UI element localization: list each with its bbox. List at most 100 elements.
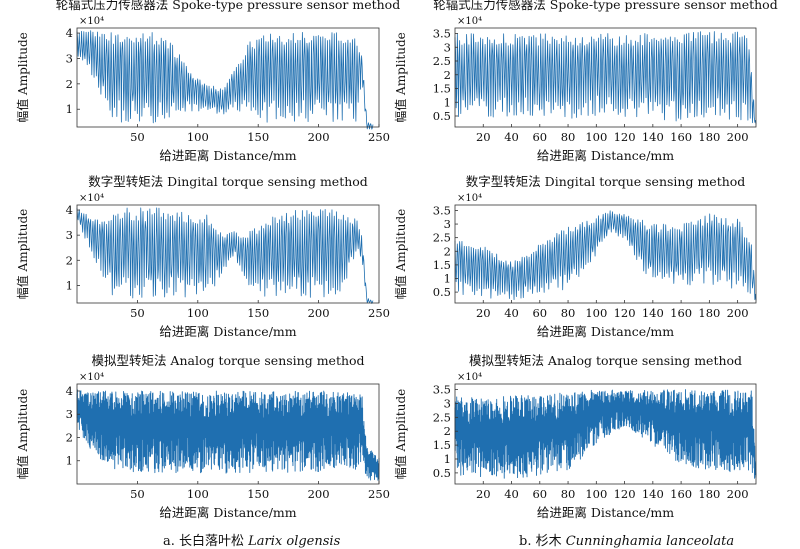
x-axis-label: 给进距离 Distance/mm <box>159 148 296 163</box>
series-line <box>76 30 374 130</box>
y-tick-label: 2 <box>66 253 73 267</box>
caption-b-species: Cunninghamia lanceolata <box>565 534 735 549</box>
y-tick-label: 1 <box>444 452 451 466</box>
x-tick-label: 160 <box>670 130 692 144</box>
y-multiplier: ×10⁴ <box>457 193 482 204</box>
x-tick-label: 160 <box>670 487 692 501</box>
series-line <box>76 389 380 481</box>
y-tick-label: 4 <box>66 26 73 40</box>
x-tick-label: 80 <box>561 306 576 320</box>
caption-b-prefix: b. 杉木 <box>519 534 566 549</box>
y-tick-label: 4 <box>66 203 73 217</box>
x-tick-label: 100 <box>585 130 607 144</box>
x-tick-label: 200 <box>727 487 749 501</box>
y-tick-label: 1.5 <box>433 438 451 452</box>
x-tick-label: 180 <box>698 487 720 501</box>
x-tick-label: 150 <box>247 130 269 144</box>
chart-a3: 模拟型转矩法 Analog torque sensing method 50 100… <box>15 353 390 520</box>
y-tick-label: 1.5 <box>433 258 451 272</box>
chart-b3: 模拟型转矩法 Analog torque sensing method 20 40 6… <box>393 353 757 520</box>
x-tick-label: 100 <box>585 487 607 501</box>
y-tick-label: 2 <box>66 430 73 444</box>
plot-frame <box>454 27 757 128</box>
y-tick-label: 1.5 <box>433 82 451 96</box>
y-tick-label: 1 <box>444 272 451 286</box>
x-tick-label: 180 <box>698 130 720 144</box>
x-tick-label: 20 <box>476 306 491 320</box>
x-axis-label: 给进距离 Distance/mm <box>537 324 674 339</box>
y-tick-label: 3 <box>444 396 451 410</box>
chart-title: 轮辐式压力传感器法 Spoke-type pressure sensor met… <box>56 0 400 12</box>
y-tick-label: 2 <box>66 77 73 91</box>
x-tick-label: 40 <box>504 130 519 144</box>
x-tick-label: 50 <box>130 306 145 320</box>
y-multiplier: ×10⁴ <box>457 372 482 383</box>
y-multiplier: ×10⁴ <box>79 372 104 383</box>
y-tick-label: 2 <box>444 244 451 258</box>
y-tick-label: 2 <box>444 68 451 82</box>
y-tick-label: 2.5 <box>433 410 451 424</box>
series-line <box>454 389 757 479</box>
y-tick-label: 2 <box>444 424 451 438</box>
x-tick-label: 120 <box>614 306 636 320</box>
caption-a: a. 长白落叶松 Larix olgensis <box>163 530 340 549</box>
y-multiplier: ×10⁴ <box>79 16 104 27</box>
chart-a2: 数字型转矩法 Dingital torque sensing method 50 1… <box>15 174 390 339</box>
y-tick-label: 0.5 <box>433 285 451 299</box>
caption-a-species: Larix olgensis <box>248 534 341 549</box>
caption-b: b. 杉木 Cunninghamia lanceolata <box>519 530 734 549</box>
x-tick-label: 150 <box>247 487 269 501</box>
series-line <box>454 31 757 125</box>
chart-title: 轮辐式压力传感器法 Spoke-type pressure sensor met… <box>433 0 777 12</box>
y-tick-label: 1 <box>444 95 451 109</box>
x-tick-label: 60 <box>532 306 547 320</box>
y-axis-label: 幅值 Amplitude <box>393 389 408 480</box>
x-tick-label: 100 <box>187 130 209 144</box>
y-tick-label: 3 <box>66 51 73 65</box>
y-axis-label: 幅值 Amplitude <box>393 32 408 123</box>
x-tick-label: 40 <box>504 487 519 501</box>
x-tick-label: 50 <box>130 130 145 144</box>
x-tick-label: 140 <box>642 487 664 501</box>
x-tick-label: 140 <box>642 130 664 144</box>
x-tick-label: 200 <box>308 130 330 144</box>
x-tick-label: 60 <box>532 487 547 501</box>
y-multiplier: ×10⁴ <box>457 16 482 27</box>
chart-b1: 轮辐式压力传感器法 Spoke-type pressure sensor met… <box>393 0 778 163</box>
x-tick-label: 80 <box>561 130 576 144</box>
x-tick-label: 140 <box>642 306 664 320</box>
series-line <box>454 210 757 301</box>
y-tick-label: 3 <box>66 228 73 242</box>
plot-frame <box>454 383 757 485</box>
x-tick-label: 100 <box>187 306 209 320</box>
plot-frame <box>76 204 380 304</box>
x-tick-label: 20 <box>476 487 491 501</box>
caption-a-prefix: a. 长白落叶松 <box>163 534 249 549</box>
y-tick-label: 3 <box>66 407 73 421</box>
y-axis-label: 幅值 Amplitude <box>393 209 408 300</box>
x-axis-label: 给进距离 Distance/mm <box>159 324 296 339</box>
y-tick-label: 3 <box>444 40 451 54</box>
y-tick-label: 1 <box>66 454 73 468</box>
x-tick-label: 200 <box>727 306 749 320</box>
x-tick-label: 80 <box>561 487 576 501</box>
x-tick-label: 20 <box>476 130 491 144</box>
y-tick-label: 1 <box>66 102 73 116</box>
chart-title: 数字型转矩法 Dingital torque sensing method <box>88 174 368 189</box>
x-axis-label: 给进距离 Distance/mm <box>159 505 296 520</box>
chart-title: 数字型转矩法 Dingital torque sensing method <box>466 174 746 189</box>
y-multiplier: ×10⁴ <box>79 193 104 204</box>
y-axis-label: 幅值 Amplitude <box>15 389 30 480</box>
x-tick-label: 200 <box>308 306 330 320</box>
x-tick-label: 250 <box>368 487 390 501</box>
x-tick-label: 50 <box>130 487 145 501</box>
x-tick-label: 100 <box>187 487 209 501</box>
chart-a1: 轮辐式压力传感器法 Spoke-type pressure sensor met… <box>15 0 400 163</box>
y-axis-label: 幅值 Amplitude <box>15 209 30 300</box>
y-axis-label: 幅值 Amplitude <box>15 32 30 123</box>
x-tick-label: 250 <box>368 306 390 320</box>
x-tick-label: 40 <box>504 306 519 320</box>
y-tick-label: 3.5 <box>433 383 451 397</box>
x-axis-label: 给进距离 Distance/mm <box>537 148 674 163</box>
